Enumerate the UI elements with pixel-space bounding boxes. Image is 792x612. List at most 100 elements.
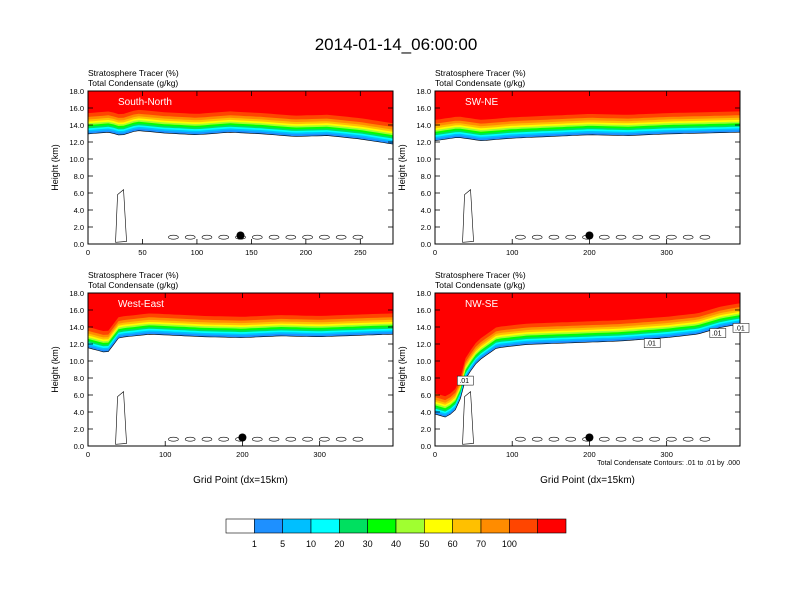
condensate-contour [168, 234, 179, 240]
x-tick-label: 150 [245, 248, 258, 257]
condensate-contour [268, 234, 280, 240]
x-tick-label: 250 [354, 248, 367, 257]
panel-sw-ne: 0.0 2.0 4.0 6.0 8.0 10.0 12.0 14.0 16.0 18.0 0 100 2… [397, 68, 741, 257]
contour-footnote: Total Condensate Contours: .01 to .01 by… [597, 460, 740, 467]
x-tick-label: 0 [86, 450, 90, 459]
contour-label: .01 [712, 331, 722, 338]
tracer-band-0 [435, 293, 740, 397]
colorbar-swatch [310, 518, 340, 534]
y-tick-label: 6.0 [421, 189, 431, 198]
panel-south-north: 0.0 2.0 4.0 6.0 8.0 10.0 12.0 14.0 16.0 18.0 0 50 10… [50, 68, 394, 257]
condensate-contour [632, 234, 644, 240]
condensate-contours [115, 390, 364, 445]
colorbar-swatch [509, 518, 538, 534]
y-tick-label: 10.0 [416, 357, 431, 366]
y-tick-label: 14.0 [416, 323, 431, 332]
colorbar: 1 5 10 20 30 40 50 60 70 100 [225, 518, 567, 549]
y-tick-label: 4.0 [74, 206, 84, 215]
condensate-contour [201, 234, 213, 240]
cross-section-label: West-East [118, 299, 164, 310]
y-tick-label: 18.0 [69, 289, 84, 298]
colorbar-swatch [395, 518, 425, 534]
location-marker [585, 231, 594, 240]
y-tick-label: 0.0 [74, 442, 84, 451]
x-tick-label: 50 [138, 248, 146, 257]
panel-title-condensate: Total Condensate (g/kg) [88, 78, 178, 88]
condensate-contour [666, 234, 677, 240]
contour-label-box [732, 323, 750, 333]
colorbar-label: 1 [252, 539, 257, 549]
condensate-contour [218, 436, 230, 442]
panel-west-east: 0.0 2.0 4.0 6.0 8.0 10.0 12.0 14.0 16.0 18.0 0 100 2… [50, 270, 394, 486]
condensate-contour [251, 436, 263, 442]
x-axis-label: Grid Point (dx=15km) [540, 475, 635, 486]
condensate-contour [251, 234, 263, 240]
colorbar-swatch [537, 518, 567, 534]
condensate-contour [352, 436, 364, 442]
cross-section-label: NW-SE [465, 299, 498, 310]
y-tick-label: 2.0 [74, 223, 84, 232]
location-marker [238, 433, 247, 442]
y-tick-label: 4.0 [74, 408, 84, 417]
y-tick-label: 8.0 [74, 172, 84, 181]
colorbar-label: 5 [280, 539, 285, 549]
colorbar-swatch [282, 518, 312, 534]
y-tick-label: 16.0 [69, 104, 84, 113]
condensate-contour [548, 234, 560, 240]
y-tick-label: 12.0 [69, 138, 84, 147]
tracer-band-0 [88, 91, 393, 124]
condensate-contour [115, 390, 127, 445]
condensate-contour [531, 436, 543, 442]
colorbar-label: 40 [391, 539, 401, 549]
y-tick-label: 14.0 [416, 121, 431, 130]
y-tick-label: 0.0 [421, 442, 431, 451]
condensate-contour [598, 234, 610, 240]
plot-frame [434, 90, 741, 245]
location-marker [585, 433, 594, 442]
y-tick-label: 8.0 [421, 374, 431, 383]
condensate-contour [302, 436, 313, 442]
panel-title-condensate: Total Condensate (g/kg) [435, 78, 525, 88]
plot-frame [87, 292, 394, 447]
plot-frame [434, 292, 741, 447]
y-axis-label: Height (km) [50, 144, 60, 191]
y-tick-label: 4.0 [421, 206, 431, 215]
condensate-contour [462, 188, 474, 243]
y-tick-label: 18.0 [416, 87, 431, 96]
tracer-band-0 [88, 293, 393, 331]
condensate-contour [285, 234, 297, 240]
condensate-contour [184, 234, 196, 240]
y-tick-label: 6.0 [74, 189, 84, 198]
contour-label: .01 [646, 341, 656, 348]
colorbar-swatch [367, 518, 397, 534]
condensate-contour [515, 436, 526, 442]
y-tick-label: 18.0 [416, 289, 431, 298]
x-tick-label: 200 [583, 450, 596, 459]
panel-title-tracer: Stratosphere Tracer (%) [435, 68, 526, 78]
y-tick-label: 10.0 [416, 155, 431, 164]
condensate-contour [565, 234, 577, 240]
colorbar-swatch [254, 518, 283, 534]
panel-title-tracer: Stratosphere Tracer (%) [88, 270, 179, 280]
condensate-contour [435, 323, 740, 418]
condensate-contour [615, 436, 627, 442]
x-tick-label: 300 [660, 450, 673, 459]
x-tick-label: 100 [159, 450, 172, 459]
contour-label-box [709, 328, 727, 338]
y-axis-label: Height (km) [397, 144, 407, 191]
condensate-contour [319, 234, 330, 240]
condensate-contour [666, 436, 677, 442]
colorbar-swatch [480, 518, 510, 534]
colorbar-swatch [452, 518, 482, 534]
condensate-contour [682, 234, 694, 240]
colorbar-label: 30 [363, 539, 373, 549]
colorbar-label: 20 [334, 539, 344, 549]
x-tick-label: 100 [191, 248, 204, 257]
condensate-contour [615, 234, 627, 240]
tracer-shading [88, 293, 393, 353]
y-tick-label: 10.0 [69, 155, 84, 164]
y-tick-label: 14.0 [69, 121, 84, 130]
y-tick-label: 4.0 [421, 408, 431, 417]
y-tick-label: 2.0 [421, 425, 431, 434]
x-tick-label: 0 [86, 248, 90, 257]
